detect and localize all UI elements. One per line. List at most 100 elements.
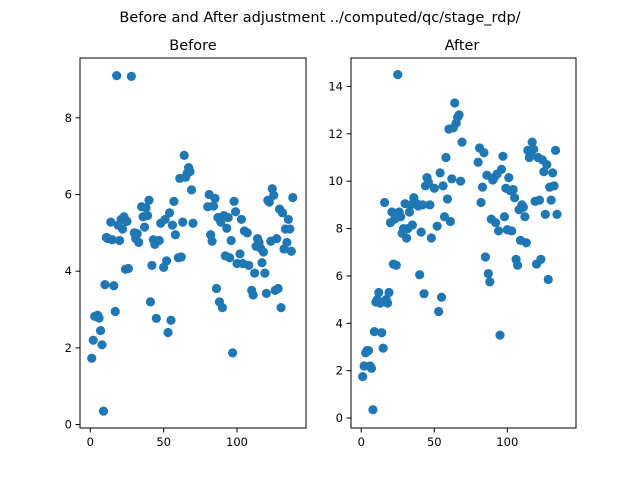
before-data-point	[145, 297, 156, 307]
before-data-point	[117, 224, 128, 234]
after-data-point	[508, 184, 518, 195]
after-data-point	[493, 226, 504, 236]
before-data-point	[273, 283, 283, 294]
after-y-tick-label: 10	[328, 174, 343, 188]
after-data-point	[380, 197, 390, 208]
before-data-point	[283, 214, 293, 225]
before-data-point	[223, 212, 233, 223]
after-x-tick-label: 100	[496, 435, 518, 449]
before-data-point	[97, 340, 107, 350]
after-data-point	[358, 372, 368, 382]
before-data-point	[288, 192, 298, 203]
after-data-point	[366, 363, 377, 373]
before-y-tick-label: 4	[65, 264, 72, 278]
before-data-point	[236, 214, 247, 225]
after-data-point	[552, 209, 562, 219]
before-data-point	[94, 313, 104, 323]
after-data-point	[426, 233, 436, 243]
before-axes-frame	[79, 57, 307, 429]
after-data-point	[404, 207, 415, 217]
before-data-point	[106, 217, 116, 227]
before-data-point	[141, 203, 151, 213]
before-data-point	[225, 253, 235, 263]
before-data-point	[242, 228, 252, 238]
before-data-point	[88, 335, 98, 345]
after-data-point	[429, 183, 439, 193]
before-data-point	[258, 247, 269, 257]
before-data-point	[144, 195, 154, 205]
before-data-point	[257, 258, 267, 268]
after-data-point	[417, 200, 428, 210]
before-data-point	[123, 263, 134, 274]
before-data-point	[250, 268, 260, 278]
after-points	[358, 69, 562, 415]
after-data-point	[518, 202, 529, 212]
after-data-point	[377, 328, 387, 338]
before-data-point	[230, 207, 241, 217]
before-data-point	[179, 150, 189, 160]
after-data-point	[496, 164, 507, 174]
before-data-point	[166, 315, 176, 325]
after-axes-frame	[350, 57, 577, 429]
after-data-point	[438, 181, 448, 191]
after-scatter-panel: After 0 50 100 0 2 4 6 8 10 12 14	[328, 38, 577, 449]
before-data-point	[188, 218, 198, 228]
before-data-point	[112, 71, 122, 81]
after-data-point	[480, 252, 491, 262]
before-data-point	[276, 303, 286, 313]
after-y-tick-label: 12	[328, 127, 343, 141]
before-data-point	[277, 208, 288, 218]
after-data-point	[495, 330, 505, 340]
before-data-point	[87, 353, 97, 363]
after-data-point	[473, 157, 483, 167]
after-x-tick-label: 0	[358, 435, 365, 449]
after-data-point	[378, 343, 388, 353]
after-y-tick-label: 14	[328, 79, 343, 93]
before-data-point	[164, 208, 175, 218]
after-data-point	[450, 98, 460, 108]
before-data-point	[139, 222, 150, 232]
before-data-point	[167, 220, 178, 230]
before-data-point	[210, 193, 220, 203]
before-y-tick-label: 2	[65, 341, 72, 355]
before-data-point	[107, 235, 117, 245]
before-data-point	[110, 306, 120, 317]
after-data-point	[507, 226, 517, 236]
before-x-tick-label: 0	[87, 435, 94, 449]
before-data-point	[228, 348, 238, 358]
before-x-tick-label: 50	[156, 435, 171, 449]
after-data-point	[391, 260, 401, 270]
before-data-point	[186, 185, 197, 195]
after-data-point	[457, 137, 467, 147]
before-data-point	[260, 268, 270, 278]
before-y-tick-label: 0	[65, 418, 72, 432]
before-data-point	[132, 229, 142, 239]
before-data-point	[115, 235, 125, 246]
after-data-point	[382, 298, 393, 308]
after-data-point	[483, 268, 493, 279]
after-data-point	[539, 167, 549, 177]
after-data-point	[387, 207, 397, 217]
after-data-point	[504, 173, 514, 183]
before-data-point	[286, 246, 296, 256]
after-data-point	[491, 218, 501, 228]
after-data-point	[384, 287, 394, 298]
after-data-point	[550, 145, 561, 155]
before-data-point	[261, 288, 271, 299]
after-data-point	[419, 289, 429, 299]
after-data-point	[434, 306, 444, 317]
before-data-point	[272, 233, 282, 244]
after-data-point	[543, 274, 553, 285]
before-data-point	[154, 235, 164, 246]
before-data-point	[163, 327, 173, 338]
after-data-point	[363, 345, 374, 356]
before-data-point	[185, 166, 195, 177]
after-panel-title: After	[445, 38, 480, 54]
before-data-point	[126, 71, 136, 81]
after-data-point	[477, 182, 488, 192]
after-data-point	[534, 195, 545, 205]
before-data-point	[229, 196, 239, 206]
after-data-point	[542, 159, 552, 170]
before-data-point	[98, 406, 109, 416]
